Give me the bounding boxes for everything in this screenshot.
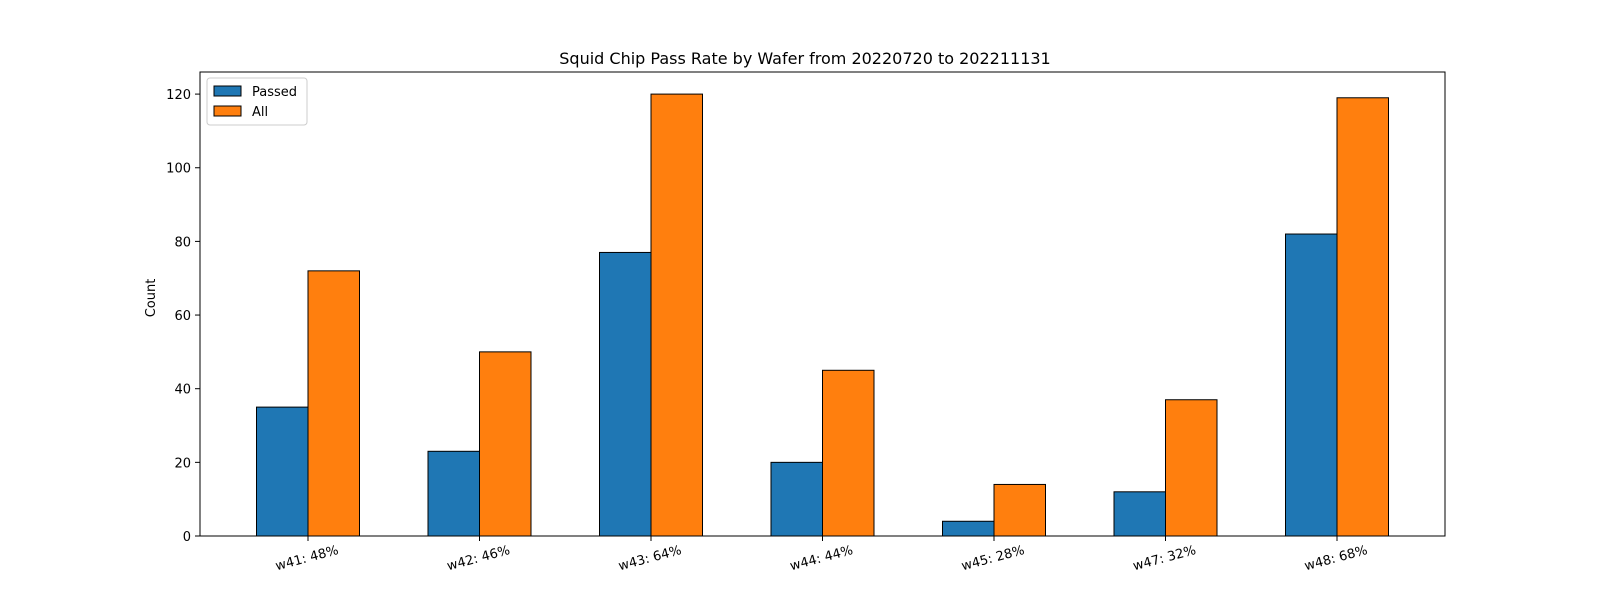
y-tick-label: 80 (174, 235, 191, 250)
legend: Passed All (206, 77, 308, 126)
bar-passed-1 (427, 450, 480, 537)
x-tick-label: w44: 44% (788, 543, 854, 574)
y-tick-label: 100 (166, 162, 191, 177)
x-tick-label: w41: 48% (274, 543, 340, 574)
bar-group (256, 93, 1389, 537)
y-tick-label: 40 (174, 383, 191, 398)
legend-label-all: All (252, 105, 268, 120)
y-tick-label: 0 (183, 530, 191, 545)
x-tick-label: w43: 64% (617, 543, 683, 574)
legend-swatch-all (213, 105, 242, 117)
bar-all-1 (479, 351, 532, 537)
x-axis-ticks: w41: 48% w42: 46% w43: 64% w44: 44% w45: 28%… (274, 536, 1369, 574)
bar-passed-2 (599, 251, 652, 537)
bar-passed-5 (1113, 491, 1166, 537)
legend-swatch-passed (213, 85, 242, 97)
bar-all-6 (1336, 97, 1389, 537)
legend-label-passed: Passed (252, 85, 297, 100)
x-tick-label: w47: 32% (1131, 543, 1197, 574)
bar-all-3 (822, 369, 875, 537)
bar-passed-0 (256, 406, 309, 537)
bar-passed-6 (1285, 233, 1338, 537)
bar-all-5 (1165, 399, 1218, 537)
bar-passed-4 (942, 520, 995, 537)
y-axis-ticks: 0 20 40 60 80 100 120 (166, 88, 200, 545)
y-tick-label: 60 (174, 309, 191, 324)
plot-frame (199, 71, 1446, 537)
x-tick-label: w42: 46% (445, 543, 511, 574)
x-tick-label: w48: 68% (1303, 543, 1369, 574)
y-axis-label: Count (144, 279, 159, 318)
bar-all-2 (650, 93, 703, 537)
chart-title: Squid Chip Pass Rate by Wafer from 20220… (559, 49, 1050, 68)
bar-passed-3 (770, 461, 823, 537)
y-tick-label: 20 (174, 456, 191, 471)
y-tick-label: 120 (166, 88, 191, 103)
bar-all-0 (307, 270, 360, 537)
x-tick-label: w45: 28% (960, 543, 1026, 574)
bar-all-4 (993, 483, 1046, 537)
